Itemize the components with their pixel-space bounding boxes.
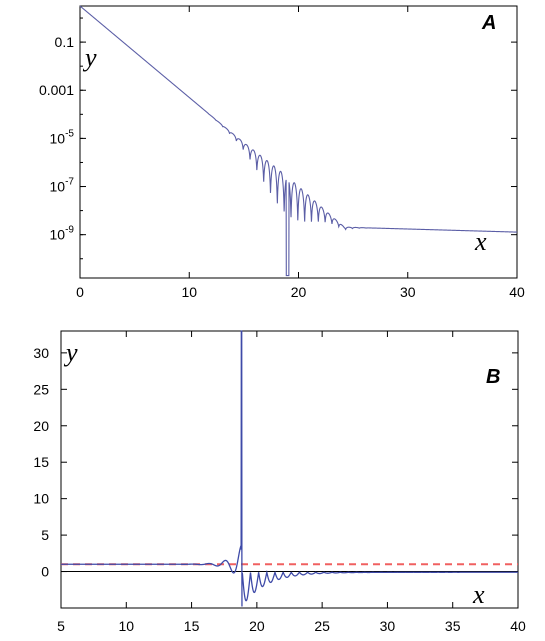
panel-a-x-tick-label: 0: [76, 284, 84, 300]
panel-b-x-tick-label: 30: [380, 618, 396, 634]
panel-b-y-tick-label: 0: [41, 564, 49, 580]
panel-b-x-tick-label: 5: [57, 618, 65, 634]
panel-b-y-axis-label: y: [63, 338, 78, 367]
panel-a-y-tick-label: 10-9: [50, 225, 75, 243]
panel-a-y-tick-label: 0.1: [55, 34, 75, 50]
panel-a-x-tick-label: 20: [291, 284, 307, 300]
panel-b-y-ticks: 0 5 10 15 20 25 30: [33, 345, 518, 580]
panel-b-letter: B: [486, 366, 500, 388]
panel-a-x-axis-label: x: [474, 227, 487, 256]
panel-b-y-tick-label: 30: [33, 345, 49, 361]
panel-a-plot-frame: [79, 5, 518, 279]
panel-b-data-curve: [61, 330, 518, 607]
panel-a-y-tick-label: 0.001: [39, 82, 74, 98]
panel-a-letter: A: [481, 12, 496, 34]
panel-a-y-tick-label: 10-5: [50, 128, 75, 146]
panel-a-y-ticks: 0.1 0.001 10-5 10-7 10-9: [39, 17, 517, 260]
panel-a-x-ticks: 0 10 20 30 40: [76, 6, 525, 300]
panel-b-x-tick-label: 10: [118, 618, 134, 634]
panel-a-x-tick-label: 30: [400, 284, 416, 300]
panel-b-plot-frame: [60, 330, 519, 609]
panel-b-x-tick-label: 20: [249, 618, 265, 634]
panel-b-x-tick-label: 35: [445, 618, 461, 634]
panel-b-x-axis-label: x: [472, 580, 485, 609]
panel-a-x-tick-label: 10: [181, 284, 197, 300]
panel-a-y-axis-label: y: [82, 43, 97, 72]
panel-a-x-tick-label: 40: [509, 284, 525, 300]
panel-b-x-tick-label: 40: [510, 618, 526, 634]
panel-b: 5 10 15 20 25 30 35 40 0 5 10 15 20 25 30 y x B: [33, 330, 526, 634]
panel-b-y-tick-label: 20: [33, 418, 49, 434]
panel-b-x-tick-label: 25: [314, 618, 330, 634]
panel-a-y-tick-label: 10-7: [50, 177, 75, 195]
panel-b-x-ticks: 5 10 15 20 25 30 35 40: [57, 331, 526, 634]
panel-b-y-tick-label: 10: [33, 491, 49, 507]
panel-b-x-tick-label: 15: [184, 618, 200, 634]
panel-b-y-tick-label: 15: [33, 454, 49, 470]
panel-b-y-tick-label: 5: [41, 527, 49, 543]
panel-a-data-curve: [79, 5, 518, 277]
panel-b-y-tick-label: 25: [33, 381, 49, 397]
panel-a: 0 10 20 30 40 0.1 0.001 10-5 10-7 10-9 y x A: [39, 5, 525, 300]
